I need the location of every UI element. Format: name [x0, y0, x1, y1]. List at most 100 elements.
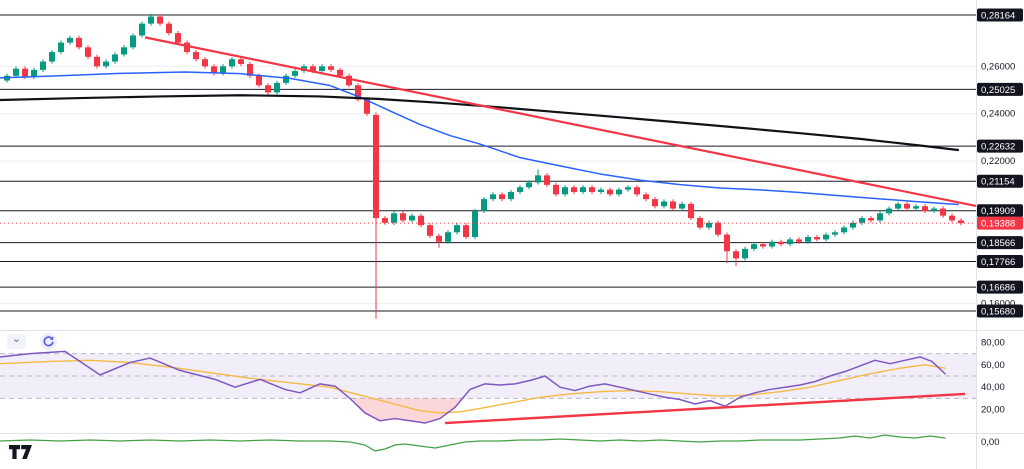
descending-trendline	[144, 36, 977, 208]
candle-body	[202, 59, 208, 67]
rsi-line	[0, 350, 946, 424]
candle-body	[112, 54, 118, 62]
oscillator-pane[interactable]	[0, 434, 976, 469]
rsi-axis-label: 20,00	[981, 405, 1005, 416]
candle-body	[418, 215, 424, 226]
candle-body	[31, 69, 37, 77]
price-level-badge	[977, 139, 1023, 153]
candle-body	[805, 237, 811, 242]
candle-body	[742, 248, 748, 259]
candle-body	[688, 203, 694, 219]
candle-body	[859, 218, 865, 223]
candle-body	[220, 66, 226, 74]
candle-body	[679, 203, 685, 209]
rsi-axis-label: 40,00	[981, 382, 1005, 393]
candle-body	[22, 68, 28, 77]
tradingview-logo-icon	[9, 445, 32, 459]
candle-body	[94, 56, 100, 67]
candle-body	[868, 218, 874, 221]
candle-body	[238, 59, 244, 64]
rsi-axis-label: 60,00	[981, 360, 1005, 371]
candle-body	[436, 235, 442, 242]
candle-body	[769, 241, 775, 247]
candle-body	[184, 42, 190, 53]
price-level-badge	[977, 204, 1023, 218]
candle-body	[445, 232, 451, 242]
candle-body	[373, 114, 379, 219]
price-level-badge	[977, 280, 1023, 294]
candle-body	[661, 201, 667, 207]
candle-body	[274, 82, 280, 93]
candle-body	[58, 42, 64, 53]
candle-body	[949, 215, 955, 221]
candle-body	[571, 187, 577, 192]
price-level-badge	[977, 174, 1023, 188]
rsi-axis-label: 80,00	[981, 337, 1005, 348]
last-price-badge-label: 0,19388	[981, 219, 1015, 230]
candle-body	[328, 66, 334, 70]
oscillator-line	[0, 434, 946, 452]
price-axis-label: 0,16000	[981, 298, 1015, 309]
candle-body	[265, 85, 271, 93]
candle-body	[130, 35, 136, 48]
rsi-pane-collapse-button[interactable]: ⌄	[7, 334, 26, 349]
price-level-badge-label: 0,17766	[981, 257, 1015, 268]
candle-body	[193, 52, 199, 60]
candle-body	[922, 206, 928, 211]
candle-body	[355, 85, 361, 100]
ma-slow-line	[0, 94, 960, 152]
candle-body	[346, 75, 352, 86]
candle-body	[256, 75, 262, 86]
candle-body	[607, 189, 613, 195]
price-axis-label: 0,22000	[981, 156, 1015, 167]
candle-body	[553, 184, 559, 195]
candle-body	[634, 187, 640, 195]
rsi-ma-line	[0, 359, 946, 414]
candle-body	[670, 201, 676, 209]
candle-body	[247, 63, 253, 76]
candle-body	[40, 61, 46, 70]
candle-body	[796, 239, 802, 242]
candle-body	[940, 208, 946, 216]
candle-body	[139, 23, 145, 36]
tradingview-logo[interactable]	[9, 445, 32, 464]
candle-body	[733, 251, 739, 259]
candle-body	[931, 208, 937, 211]
rsi-pane[interactable]	[0, 331, 976, 433]
candle-body	[391, 213, 397, 223]
candle-body	[103, 61, 109, 67]
price-pane[interactable]	[0, 0, 976, 330]
rsi-oversold-fill	[352, 398, 463, 424]
candle-body	[877, 213, 883, 221]
price-axis[interactable]	[976, 0, 1024, 469]
price-level-badge	[977, 236, 1023, 250]
price-level-badge	[977, 8, 1023, 22]
candle-body	[211, 66, 217, 74]
candle-body	[283, 75, 289, 83]
price-level-badge-label: 0,22632	[981, 142, 1015, 153]
candle-body	[544, 175, 550, 185]
candle-body	[652, 199, 658, 207]
price-axis-label: 0,26000	[981, 61, 1015, 72]
last-price-badge	[977, 216, 1023, 230]
candle-body	[886, 208, 892, 214]
candle-body	[562, 187, 568, 195]
candle-body	[499, 194, 505, 200]
candle-body	[535, 175, 541, 183]
rsi-pane-refresh-button[interactable]	[40, 333, 57, 350]
candle-body	[598, 189, 604, 192]
chevron-down-icon: ⌄	[11, 333, 22, 345]
candle-body	[904, 203, 910, 209]
price-level-badge-label: 0,15680	[981, 306, 1015, 317]
rsi-pane-controls: ⌄	[7, 333, 57, 350]
candle-body	[841, 227, 847, 233]
candle-body	[490, 194, 496, 200]
candle-body	[706, 222, 712, 228]
candle-body	[760, 244, 766, 247]
candle-body	[526, 182, 532, 188]
candle-body	[823, 234, 829, 240]
price-level-badge-label: 0,28164	[981, 11, 1015, 22]
candle-body	[895, 203, 901, 209]
